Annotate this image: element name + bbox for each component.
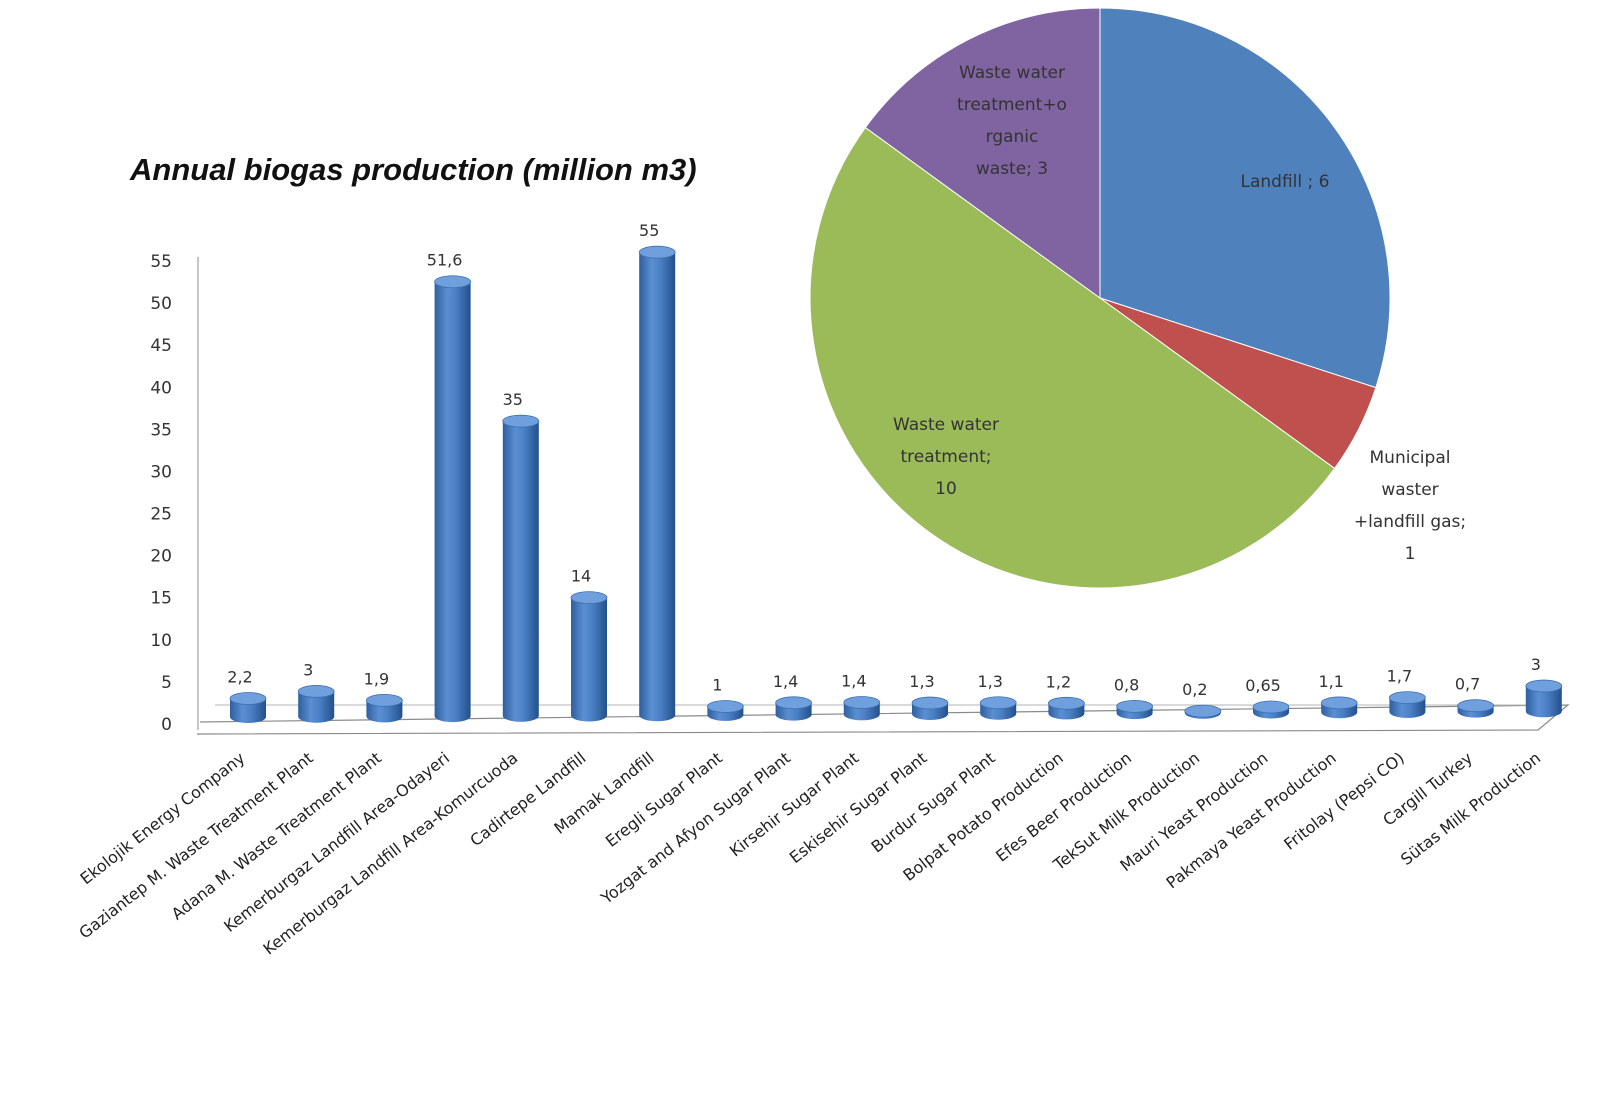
y-tick-label: 55: [150, 252, 172, 272]
bar-category-label: Cadirtepe Landfill: [466, 748, 589, 850]
bar-body: [639, 252, 676, 722]
bar: [1116, 699, 1153, 720]
bar-body: [230, 698, 266, 723]
pie-slice-label: Landfill ; 6: [1241, 172, 1330, 192]
y-tick-label: 10: [150, 631, 172, 651]
bar-value-label: 1,9: [364, 669, 389, 688]
bar-top: [1320, 696, 1358, 710]
bar-value-label: 1,3: [977, 672, 1002, 691]
y-tick-label: 45: [150, 336, 172, 356]
bar: [502, 414, 540, 722]
pie-slice: [1099, 7, 1391, 389]
bar-value-label: 3: [1531, 655, 1541, 674]
bar: [707, 700, 744, 721]
y-tick-label: 50: [150, 294, 172, 314]
bar-category-label: Fritolay (Pepsi CO): [1280, 748, 1408, 854]
bar-top: [1525, 679, 1563, 693]
bar-body: [298, 691, 335, 723]
bar-value-label: 14: [571, 567, 591, 586]
bar-value-label: 2,2: [227, 667, 252, 686]
bar-category-label: Burdur Sugar Plant: [867, 748, 998, 856]
bar-top: [1252, 700, 1290, 714]
bar-top: [979, 696, 1017, 710]
bar: [843, 696, 881, 721]
bar-top: [365, 694, 403, 707]
bar: [297, 685, 335, 723]
bar-value-label: 55: [639, 221, 659, 240]
bar: [1252, 700, 1290, 719]
bar-value-label: 1,7: [1387, 667, 1412, 686]
bar: [911, 696, 949, 720]
bar-value-label: 1,4: [841, 672, 866, 691]
bar-top: [1184, 704, 1222, 718]
pie-slice: [810, 126, 1336, 588]
y-tick-label: 40: [150, 378, 172, 398]
bar: [1389, 691, 1426, 718]
bar: [1048, 696, 1085, 720]
bar-top: [229, 692, 267, 705]
bar-top: [843, 696, 881, 709]
bar: [1525, 679, 1563, 718]
y-tick-label: 0: [161, 715, 172, 735]
bar-category-label: Kemerburgaz Landfill Area-Komurcuoda: [259, 748, 521, 958]
bar-top: [638, 245, 676, 259]
y-tick-label: 25: [150, 505, 172, 525]
bar-value-label: 1: [712, 675, 722, 694]
bar-top: [911, 696, 949, 710]
pie-slice-label: Waste water treatment; 10: [893, 415, 999, 499]
bar-top: [775, 696, 812, 710]
bar-top: [707, 700, 744, 713]
bar-value-label: 35: [503, 390, 523, 409]
bar: [570, 591, 608, 722]
bar-top: [1457, 699, 1494, 713]
y-tick-label: 30: [150, 462, 172, 482]
bar: [775, 696, 812, 721]
pie-slice-label: Waste water treatment+o rganic waste; 3: [957, 63, 1067, 179]
bar: [1457, 699, 1494, 718]
bar-top: [1389, 691, 1426, 704]
bar: [434, 275, 472, 723]
bar-top: [570, 591, 608, 605]
bar-chart-title: Annual biogas production (million m3): [129, 152, 697, 187]
bar-value-label: 1,3: [909, 672, 934, 691]
bar-top: [1048, 696, 1085, 710]
bar: [1184, 704, 1222, 719]
bar-floor: [196, 704, 1570, 735]
bar-body: [502, 421, 539, 722]
bar-top: [297, 685, 335, 698]
bar-body: [1525, 686, 1562, 718]
bar-body: [434, 281, 471, 723]
bar-top: [434, 275, 472, 289]
bar-body: [571, 597, 607, 722]
pie-slice-label: Municipal waster +landfill gas; 1: [1354, 448, 1466, 564]
bar-chart-bars: [229, 245, 1563, 723]
bar-value-label: 0,2: [1182, 680, 1207, 699]
bar: [365, 694, 403, 723]
y-tick-label: 20: [150, 547, 172, 567]
bar-value-label: 3: [303, 660, 313, 679]
bar-value-label: 51,6: [427, 251, 463, 270]
bar: [638, 245, 676, 722]
y-tick-label: 15: [150, 589, 172, 609]
bar-category-label: Eregli Sugar Plant: [602, 748, 726, 851]
bar-value-label: 0,65: [1245, 676, 1281, 695]
y-tick-label: 5: [161, 673, 172, 693]
pie-slice: [864, 7, 1101, 299]
pie-chart: Landfill ; 6 Municipal waster +landfill gas…: [810, 7, 1466, 588]
bar-value-label: 1,1: [1318, 672, 1343, 691]
bar: [1320, 696, 1358, 719]
bar-category-label: Kirsehir Sugar Plant: [726, 748, 862, 860]
bar-value-label: 0,7: [1455, 675, 1480, 694]
bar-top: [502, 414, 540, 428]
y-tick-label: 35: [150, 420, 172, 440]
bar-value-label: 0,8: [1114, 675, 1139, 694]
bar-value-label: 1,2: [1046, 672, 1071, 691]
bar-value-label: 1,4: [773, 672, 798, 691]
bar-top: [1116, 699, 1153, 713]
bar: [979, 696, 1017, 720]
bar: [229, 692, 267, 723]
